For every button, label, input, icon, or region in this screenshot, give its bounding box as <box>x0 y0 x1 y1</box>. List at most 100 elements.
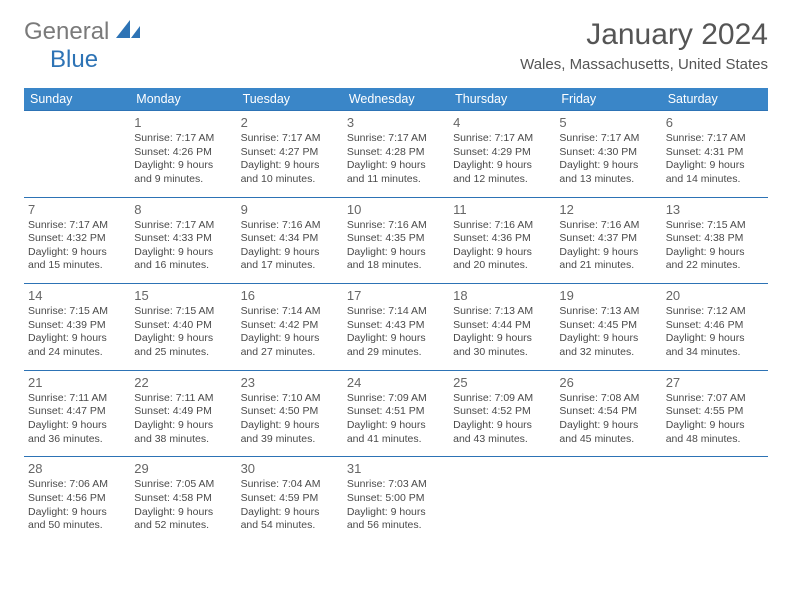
cell-line-sunrise: Sunrise: 7:17 AM <box>453 132 551 146</box>
day-number: 7 <box>28 200 126 219</box>
cell-line-daylight2: and 39 minutes. <box>241 433 339 447</box>
cell-line-daylight2: and 15 minutes. <box>28 259 126 273</box>
cell-line-sunset: Sunset: 4:47 PM <box>28 405 126 419</box>
day-number: 13 <box>666 200 764 219</box>
cell-line-sunrise: Sunrise: 7:04 AM <box>241 478 339 492</box>
cell-line-daylight1: Daylight: 9 hours <box>134 246 232 260</box>
day-number: 19 <box>559 286 657 305</box>
calendar-header-row: SundayMondayTuesdayWednesdayThursdayFrid… <box>24 88 768 111</box>
cell-line-daylight1: Daylight: 9 hours <box>28 506 126 520</box>
cell-line-daylight1: Daylight: 9 hours <box>241 419 339 433</box>
cell-line-sunrise: Sunrise: 7:06 AM <box>28 478 126 492</box>
cell-line-daylight1: Daylight: 9 hours <box>666 159 764 173</box>
calendar-week-row: 14Sunrise: 7:15 AMSunset: 4:39 PMDayligh… <box>24 284 768 371</box>
cell-line-daylight1: Daylight: 9 hours <box>453 419 551 433</box>
day-number: 3 <box>347 113 445 132</box>
page-title: January 2024 <box>520 18 768 52</box>
cell-line-daylight2: and 54 minutes. <box>241 519 339 533</box>
cell-line-sunrise: Sunrise: 7:10 AM <box>241 392 339 406</box>
cell-line-sunset: Sunset: 4:37 PM <box>559 232 657 246</box>
cell-line-sunset: Sunset: 4:54 PM <box>559 405 657 419</box>
day-number: 5 <box>559 113 657 132</box>
cell-line-daylight1: Daylight: 9 hours <box>241 159 339 173</box>
day-number: 29 <box>134 459 232 478</box>
cell-line-daylight2: and 24 minutes. <box>28 346 126 360</box>
cell-line-daylight2: and 30 minutes. <box>453 346 551 360</box>
logo: General Blue <box>24 18 109 74</box>
cell-line-sunrise: Sunrise: 7:13 AM <box>559 305 657 319</box>
cell-line-sunset: Sunset: 4:28 PM <box>347 146 445 160</box>
calendar-week-row: 1Sunrise: 7:17 AMSunset: 4:26 PMDaylight… <box>24 111 768 198</box>
calendar-day-cell: 13Sunrise: 7:15 AMSunset: 4:38 PMDayligh… <box>662 197 768 284</box>
cell-line-sunset: Sunset: 4:36 PM <box>453 232 551 246</box>
calendar-week-row: 7Sunrise: 7:17 AMSunset: 4:32 PMDaylight… <box>24 197 768 284</box>
cell-line-daylight1: Daylight: 9 hours <box>666 332 764 346</box>
day-number: 22 <box>134 373 232 392</box>
calendar-day-cell: 26Sunrise: 7:08 AMSunset: 4:54 PMDayligh… <box>555 370 661 457</box>
day-number: 17 <box>347 286 445 305</box>
day-header: Saturday <box>662 88 768 111</box>
calendar-day-cell: 6Sunrise: 7:17 AMSunset: 4:31 PMDaylight… <box>662 111 768 198</box>
cell-line-daylight1: Daylight: 9 hours <box>453 159 551 173</box>
cell-line-daylight1: Daylight: 9 hours <box>241 246 339 260</box>
cell-line-sunset: Sunset: 4:49 PM <box>134 405 232 419</box>
cell-line-daylight2: and 11 minutes. <box>347 173 445 187</box>
cell-line-daylight2: and 21 minutes. <box>559 259 657 273</box>
day-number: 15 <box>134 286 232 305</box>
cell-line-sunrise: Sunrise: 7:13 AM <box>453 305 551 319</box>
cell-line-daylight1: Daylight: 9 hours <box>241 332 339 346</box>
cell-line-sunset: Sunset: 4:58 PM <box>134 492 232 506</box>
calendar-day-cell: 14Sunrise: 7:15 AMSunset: 4:39 PMDayligh… <box>24 284 130 371</box>
day-number: 2 <box>241 113 339 132</box>
cell-line-sunset: Sunset: 4:32 PM <box>28 232 126 246</box>
cell-line-daylight1: Daylight: 9 hours <box>453 332 551 346</box>
calendar-day-cell: 20Sunrise: 7:12 AMSunset: 4:46 PMDayligh… <box>662 284 768 371</box>
title-block: January 2024 Wales, Massachusetts, Unite… <box>520 18 768 73</box>
cell-line-sunrise: Sunrise: 7:03 AM <box>347 478 445 492</box>
day-number: 14 <box>28 286 126 305</box>
cell-line-daylight2: and 10 minutes. <box>241 173 339 187</box>
location-text: Wales, Massachusetts, United States <box>520 56 768 73</box>
cell-line-daylight2: and 12 minutes. <box>453 173 551 187</box>
cell-line-daylight1: Daylight: 9 hours <box>559 246 657 260</box>
cell-line-sunset: Sunset: 4:34 PM <box>241 232 339 246</box>
cell-line-daylight2: and 34 minutes. <box>666 346 764 360</box>
cell-line-sunrise: Sunrise: 7:05 AM <box>134 478 232 492</box>
calendar-day-cell: 12Sunrise: 7:16 AMSunset: 4:37 PMDayligh… <box>555 197 661 284</box>
cell-line-sunset: Sunset: 4:45 PM <box>559 319 657 333</box>
cell-line-sunrise: Sunrise: 7:17 AM <box>559 132 657 146</box>
cell-line-sunrise: Sunrise: 7:11 AM <box>28 392 126 406</box>
calendar-day-cell: 5Sunrise: 7:17 AMSunset: 4:30 PMDaylight… <box>555 111 661 198</box>
cell-line-daylight1: Daylight: 9 hours <box>666 419 764 433</box>
day-header: Friday <box>555 88 661 111</box>
cell-line-sunset: Sunset: 4:55 PM <box>666 405 764 419</box>
cell-line-daylight2: and 18 minutes. <box>347 259 445 273</box>
calendar-day-cell <box>662 457 768 543</box>
calendar-body: 1Sunrise: 7:17 AMSunset: 4:26 PMDaylight… <box>24 111 768 543</box>
day-number: 21 <box>28 373 126 392</box>
logo-sail-icon <box>116 20 144 40</box>
cell-line-sunset: Sunset: 4:40 PM <box>134 319 232 333</box>
calendar-day-cell: 4Sunrise: 7:17 AMSunset: 4:29 PMDaylight… <box>449 111 555 198</box>
cell-line-sunrise: Sunrise: 7:16 AM <box>241 219 339 233</box>
cell-line-sunrise: Sunrise: 7:15 AM <box>134 305 232 319</box>
calendar-day-cell: 8Sunrise: 7:17 AMSunset: 4:33 PMDaylight… <box>130 197 236 284</box>
calendar-day-cell: 25Sunrise: 7:09 AMSunset: 4:52 PMDayligh… <box>449 370 555 457</box>
cell-line-daylight1: Daylight: 9 hours <box>559 332 657 346</box>
cell-line-sunset: Sunset: 4:31 PM <box>666 146 764 160</box>
day-header: Wednesday <box>343 88 449 111</box>
cell-line-sunset: Sunset: 4:26 PM <box>134 146 232 160</box>
cell-line-daylight1: Daylight: 9 hours <box>347 506 445 520</box>
calendar-day-cell: 3Sunrise: 7:17 AMSunset: 4:28 PMDaylight… <box>343 111 449 198</box>
cell-line-sunset: Sunset: 4:27 PM <box>241 146 339 160</box>
cell-line-daylight2: and 43 minutes. <box>453 433 551 447</box>
cell-line-daylight2: and 13 minutes. <box>559 173 657 187</box>
cell-line-sunset: Sunset: 4:38 PM <box>666 232 764 246</box>
cell-line-daylight2: and 17 minutes. <box>241 259 339 273</box>
cell-line-daylight2: and 36 minutes. <box>28 433 126 447</box>
cell-line-daylight2: and 16 minutes. <box>134 259 232 273</box>
calendar-day-cell: 9Sunrise: 7:16 AMSunset: 4:34 PMDaylight… <box>237 197 343 284</box>
cell-line-daylight2: and 29 minutes. <box>347 346 445 360</box>
cell-line-daylight2: and 27 minutes. <box>241 346 339 360</box>
day-number: 20 <box>666 286 764 305</box>
